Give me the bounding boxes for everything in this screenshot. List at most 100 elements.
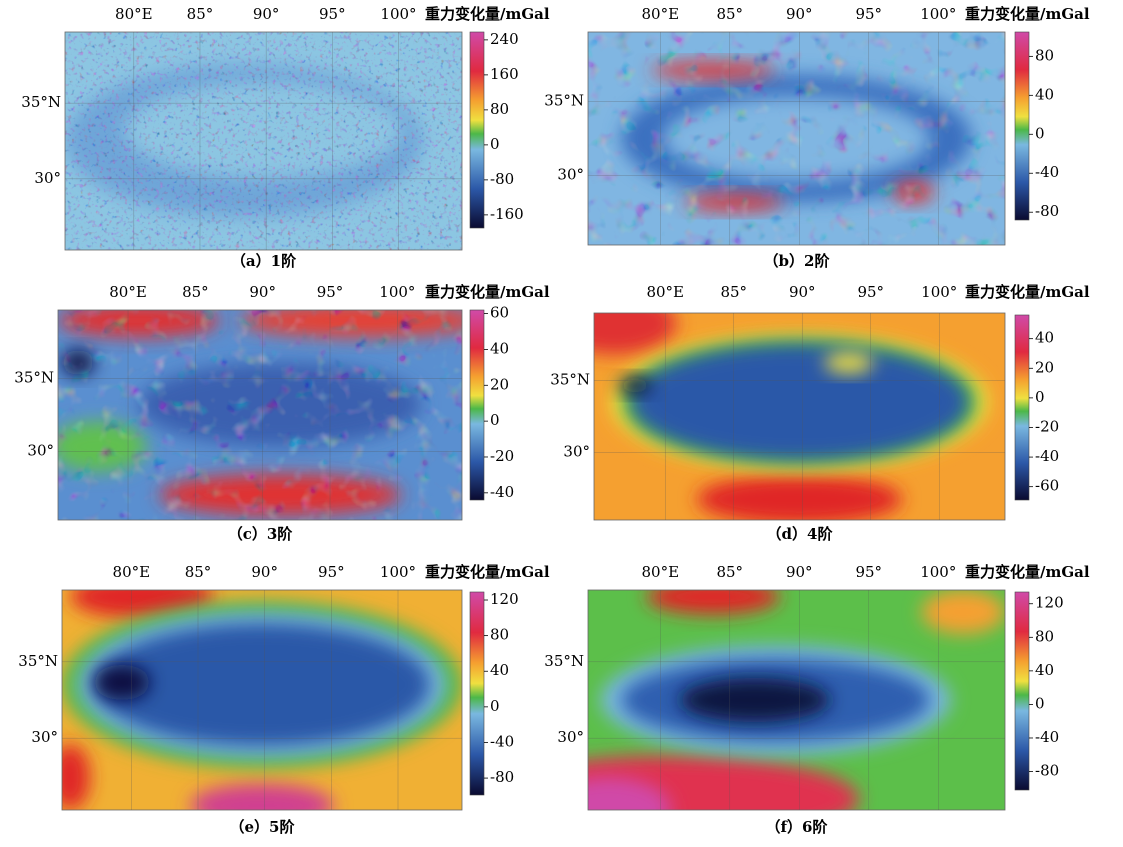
map-frame [57,309,463,521]
colorbar-tick-label: 120 [490,590,519,608]
lon-label: 95° [855,5,882,23]
lon-label: 100° [380,563,416,581]
colorbar-tick-label: 80 [490,100,509,118]
lat-label: 35°N [14,369,54,387]
field-blob [824,352,874,374]
field-texture [588,32,1005,245]
colorbar-title: 重力变化量/mGal [425,563,550,581]
map-frame [64,31,463,251]
map-panel: 80°E 85° 90° 95° 100° 35°N 30° 重力变化量/mGal 120 80 4… [544,563,1090,836]
colorbar-tick-label: -40 [1035,447,1059,465]
lon-label: 100° [921,283,957,301]
lat-label: 30° [34,169,61,187]
caption: （c）3阶 [228,525,294,543]
field-texture [65,32,462,250]
caption: （a）1阶 [231,252,297,270]
lon-label: 100° [379,283,415,301]
lon-label: 95° [317,283,344,301]
lon-label: 100° [380,5,416,23]
field-texture [58,310,462,520]
colorbar [469,309,485,501]
colorbar-tick-label: 0 [490,411,500,429]
field-blob [62,744,90,810]
colorbar-tick-label: 0 [490,697,500,715]
colorbar-title: 重力变化量/mGal [965,5,1090,23]
lon-label: 90° [789,283,816,301]
lon-label: 95° [857,283,884,301]
lat-label: 35°N [550,371,590,389]
lon-label: 95° [855,563,882,581]
field-blob [646,590,780,615]
colorbar [1014,314,1030,501]
lat-label: 30° [563,442,590,460]
map-panel: 80°E 85° 90° 95° 100° 35°N 30° 重力变化量/mGal 80 40 0 -… [544,5,1090,270]
map-frame [587,31,1006,246]
map-panel: 80°E 85° 90° 95° 100° 35°N 30° 重力变化量/mGal 120 80 4… [18,563,550,836]
field-blob [679,678,830,722]
lat-label: 35°N [21,93,61,111]
map-panel: 80°E 85° 90° 95° 100° 35°N 30° 重力变化量/mGal 240 160… [21,5,550,270]
map-frame [587,589,1006,811]
colorbar-tick-label: -20 [1035,417,1059,435]
lat-label: 30° [557,728,584,746]
lon-label: 80°E [642,563,680,581]
lon-label: 95° [319,5,346,23]
colorbar-tick-label: -20 [490,447,514,465]
lon-label: 80°E [642,5,680,23]
colorbar-tick-label: 0 [1035,388,1045,406]
colorbar-tick-label: 40 [1035,329,1054,347]
map-image [65,32,462,250]
colorbar-tick-label: -60 [1035,477,1059,495]
colorbar-tick-label: -80 [490,768,514,786]
colorbar-tick-label: -40 [1035,163,1059,181]
lat-label: 30° [31,728,58,746]
colorbar-tick-label: 40 [490,661,509,679]
map-panel: 80°E 85° 90° 95° 100° 35°N 30° 重力变化量/mGal 40 20 0 -… [550,283,1090,543]
field-blob [190,783,334,810]
lon-label: 85° [716,5,743,23]
colorbar-title: 重力变化量/mGal [965,563,1090,581]
field-blob [618,377,652,394]
caption: （e）5阶 [230,818,296,836]
colorbar-tick-label: 40 [490,339,509,357]
field-blob [94,664,150,701]
lon-label: 80°E [646,283,684,301]
lon-label: 90° [786,563,813,581]
map-frame [61,589,463,811]
map-image [588,32,1005,245]
lon-label: 85° [720,283,747,301]
lon-label: 85° [182,283,209,301]
map-image [588,590,1005,810]
field-blob [594,313,677,355]
caption: （d）4阶 [767,525,834,543]
lon-label: 85° [185,563,212,581]
lat-label: 35°N [18,652,58,670]
lon-label: 90° [253,5,280,23]
colorbar [469,31,485,229]
colorbar-tick-label: 80 [490,626,509,644]
field-blob [94,623,430,747]
colorbar-tick-label: -80 [1035,202,1059,220]
colorbar-tick-label: 20 [1035,358,1054,376]
lat-label: 30° [27,441,54,459]
lon-label: 80°E [115,5,153,23]
map-image [58,310,462,520]
colorbar-tick-label: -80 [490,170,514,188]
colorbar-tick-label: -40 [490,483,514,501]
lon-label: 95° [318,563,345,581]
colorbar-title: 重力变化量/mGal [425,5,550,23]
colorbar-tick-label: -40 [490,732,514,750]
field-blob [921,590,1005,634]
lon-label: 90° [251,563,278,581]
colorbar-tick-label: 80 [1035,627,1054,645]
lon-label: 100° [920,5,956,23]
lon-label: 90° [249,283,276,301]
colorbar-tick-label: 80 [1035,46,1054,64]
colorbar-tick-label: 0 [1035,694,1045,712]
colorbar [1014,31,1030,221]
colorbar-title: 重力变化量/mGal [965,283,1090,301]
map-image [62,590,462,810]
colorbar-tick-label: 120 [1035,594,1064,612]
colorbar-tick-label: 40 [1035,85,1054,103]
lon-label: 85° [187,5,214,23]
